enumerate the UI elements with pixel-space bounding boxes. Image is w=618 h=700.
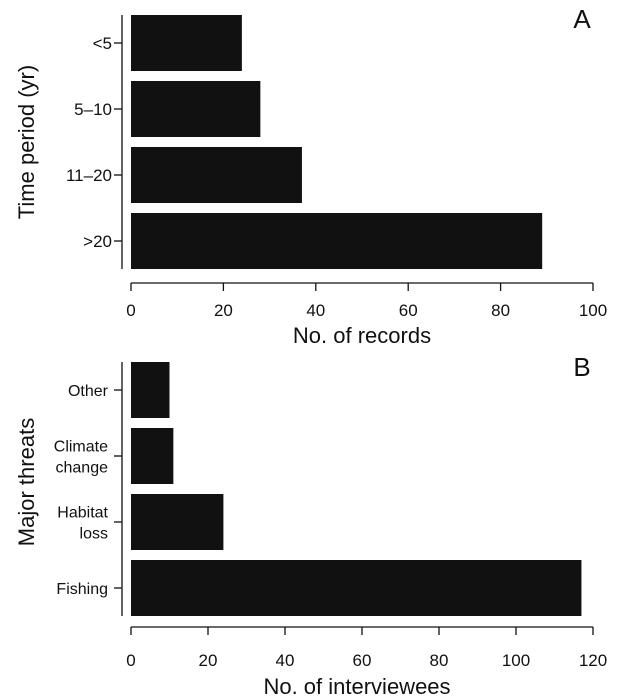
panel-b-x-axis-label: No. of interviewees: [263, 674, 450, 699]
panel-a-y-axis-label: Time period (yr): [14, 65, 39, 219]
panel-a-x-tick-label: 0: [126, 301, 135, 320]
panel-a-x-tick-label: 40: [306, 301, 325, 320]
panel-b-bar: [131, 362, 170, 418]
panel-b-bar: [131, 494, 224, 550]
panel-b-category-label: Other: [68, 383, 109, 400]
panel-b-category-label: Climate change: [54, 439, 108, 477]
panel-a-x-tick-label: 80: [491, 301, 510, 320]
panel-a-category-label: 5–10: [74, 100, 112, 119]
panel-b-x-tick-label: 80: [430, 651, 449, 670]
panel-a-category-label: >20: [83, 232, 112, 251]
panel-b-x-tick-label: 60: [353, 651, 372, 670]
panel-b-letter: B: [573, 352, 590, 382]
panel-a-x-tick-label: 100: [579, 301, 607, 320]
panel-b-x-tick-label: 40: [276, 651, 295, 670]
panel-b-x-tick-label: 20: [199, 651, 218, 670]
panel-b-category-label: Fishing: [56, 581, 108, 598]
panel-a-x-axis-label: No. of records: [293, 323, 431, 348]
panel-b-y-axis-label: Major threats: [14, 418, 39, 546]
panel-b-bar: [131, 560, 582, 616]
panel-a-x-tick-label: 60: [399, 301, 418, 320]
panel-a-category-label: <5: [93, 34, 112, 53]
panel-a-x-tick-label: 20: [214, 301, 233, 320]
panel-a-bar: [131, 81, 261, 137]
panel-a-bar: [131, 147, 302, 203]
panel-b-bar: [131, 428, 174, 484]
panel-b-x-tick-label: 120: [579, 651, 607, 670]
panel-a-letter: A: [573, 4, 591, 34]
panel-a-category-label: 11–20: [66, 166, 112, 185]
panel-b-x-tick-label: 0: [126, 651, 135, 670]
panel-a-chart: A Time period (yr) No. of records 0 20 40 6…: [14, 4, 607, 348]
panel-a-bar: [131, 15, 242, 71]
panel-b-x-tick-label: 100: [502, 651, 530, 670]
panel-b-chart: B Major threats No. of interviewees 0 20 4…: [14, 352, 607, 699]
panel-a-bar: [131, 213, 543, 269]
panel-b-category-label: Habitat loss: [57, 505, 108, 543]
